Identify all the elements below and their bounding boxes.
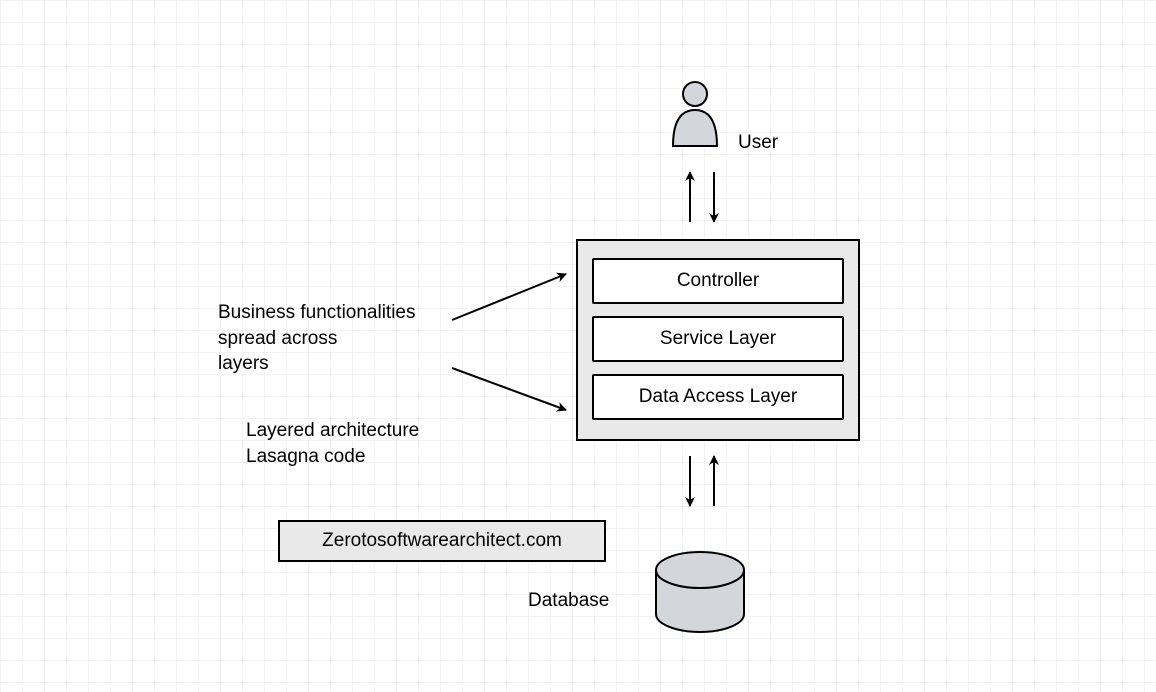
user-label: User: [738, 130, 778, 156]
layer-service: Service Layer: [592, 316, 844, 362]
diagram-canvas: Controller Service Layer Data Access Lay…: [0, 0, 1156, 692]
arrow-anno-bot: [452, 368, 566, 410]
annotation-business: Business functionalities spread across l…: [218, 300, 416, 377]
layer-controller: Controller: [592, 258, 844, 304]
layer-label: Data Access Layer: [639, 386, 797, 408]
layer-data-access: Data Access Layer: [592, 374, 844, 420]
user-icon: [673, 82, 717, 146]
layer-label: Controller: [677, 270, 759, 292]
database-icon: [656, 552, 744, 632]
annotation-architecture: Layered architecture Lasagna code: [246, 418, 419, 469]
layer-label: Service Layer: [660, 328, 776, 350]
website-box: Zerotosoftwarearchitect.com: [278, 520, 606, 562]
database-label: Database: [528, 588, 609, 614]
website-label: Zerotosoftwarearchitect.com: [322, 530, 562, 552]
arrow-anno-top: [452, 274, 566, 320]
